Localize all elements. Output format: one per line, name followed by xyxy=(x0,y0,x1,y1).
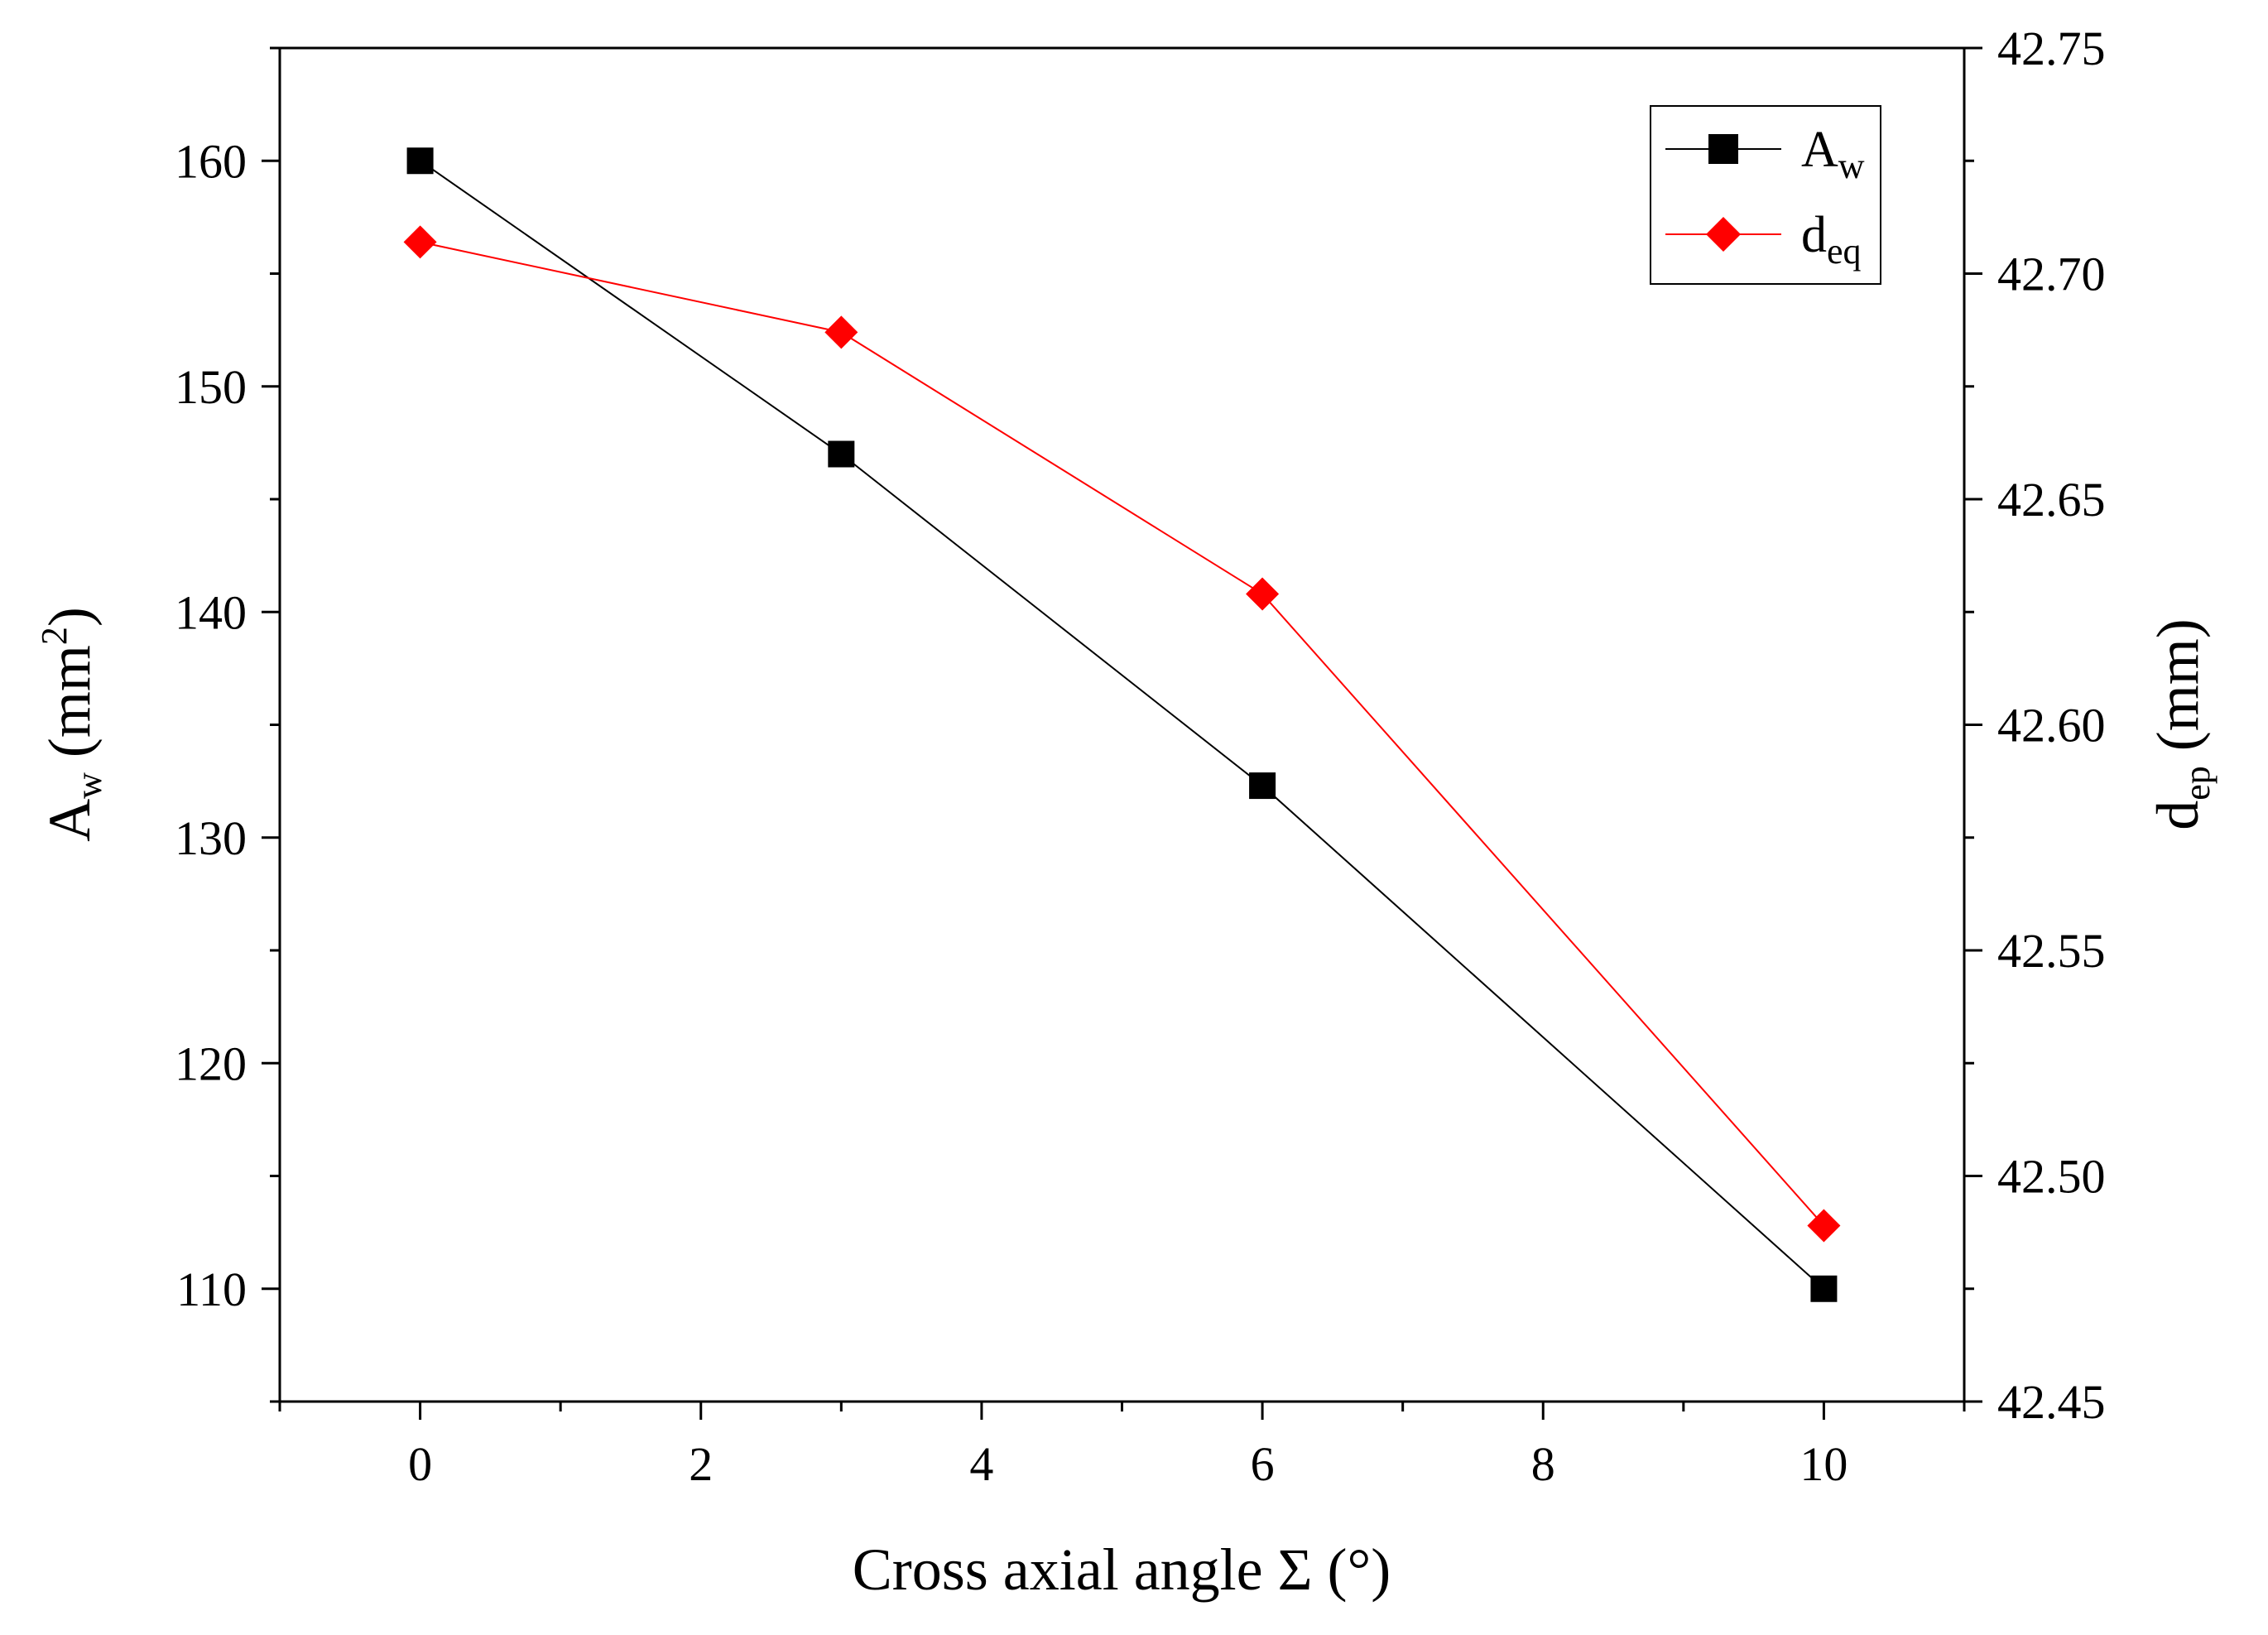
x-axis-title: Cross axial angle Σ (°) xyxy=(853,1536,1391,1603)
legend-label-deq-sub: eq xyxy=(1827,231,1862,272)
x-tick-label: 2 xyxy=(689,1437,713,1491)
data-point-deq xyxy=(1246,577,1280,611)
data-point-aw xyxy=(828,440,855,468)
right-y-tick-label: 42.75 xyxy=(1997,22,2106,75)
legend-box xyxy=(1650,105,1881,285)
legend: Aw deq xyxy=(1650,105,1881,285)
x-tick-label: 0 xyxy=(408,1437,432,1491)
x-tick-label: 8 xyxy=(1531,1437,1555,1491)
right-y-axis-title: dep (mm) xyxy=(2145,618,2218,830)
right-y-tick-label: 42.60 xyxy=(1997,699,2106,753)
series-layer xyxy=(403,147,1841,1302)
data-point-aw xyxy=(1249,772,1276,800)
left-y-axis-title-sub: w xyxy=(69,772,109,799)
data-point-deq xyxy=(1807,1209,1841,1243)
legend-label-deq-main: d xyxy=(1801,207,1827,263)
left-y-tick-label: 130 xyxy=(175,811,247,865)
left-y-tick-label: 150 xyxy=(175,360,247,414)
legend-label-aw: Aw xyxy=(1801,122,1865,186)
right-y-axis-title-sub: ep xyxy=(2177,766,2218,801)
right-y-tick-label: 42.45 xyxy=(1997,1375,2106,1429)
series-line-deq xyxy=(420,241,1825,1227)
right-y-tick-label: 42.65 xyxy=(1997,473,2106,527)
legend-label-aw-sub: w xyxy=(1838,146,1865,186)
right-y-tick-label: 42.55 xyxy=(1997,924,2106,978)
left-y-tick-label: 120 xyxy=(175,1036,247,1090)
left-y-axis-title: Aw (mm2) xyxy=(34,607,109,842)
left-y-axis-title-unit-close: ) xyxy=(36,607,103,627)
right-y-tick-label: 42.50 xyxy=(1997,1150,2106,1204)
left-y-tick-label: 140 xyxy=(175,585,247,639)
legend-marker-aw xyxy=(1708,134,1738,164)
series-line-aw xyxy=(420,160,1825,1290)
right-y-axis-title-unit: (mm) xyxy=(2145,618,2211,766)
legend-label-aw-main: A xyxy=(1801,122,1838,178)
left-y-tick-label: 110 xyxy=(176,1262,247,1316)
data-point-deq xyxy=(403,225,437,259)
ticks-layer: 0 2 4 6 8 10 110 120 130 140 150 160 42.45 42.50 42.55… xyxy=(175,22,2106,1491)
x-tick-label: 4 xyxy=(969,1437,993,1491)
left-y-tick-label: 160 xyxy=(175,134,247,188)
left-y-axis-title-sup: 2 xyxy=(34,627,74,645)
x-tick-label: 10 xyxy=(1800,1437,1848,1491)
left-y-axis-title-main: A xyxy=(36,799,103,842)
data-point-aw xyxy=(406,147,434,175)
left-y-axis-title-unit-open: (mm xyxy=(36,645,103,772)
data-point-deq xyxy=(824,315,858,349)
x-tick-label: 6 xyxy=(1251,1437,1275,1491)
right-y-tick-label: 42.70 xyxy=(1997,248,2106,301)
data-point-aw xyxy=(1810,1275,1838,1302)
legend-marker-deq xyxy=(1706,217,1741,252)
legend-label-deq: deq xyxy=(1801,207,1862,272)
right-y-axis-title-main: d xyxy=(2145,801,2211,830)
